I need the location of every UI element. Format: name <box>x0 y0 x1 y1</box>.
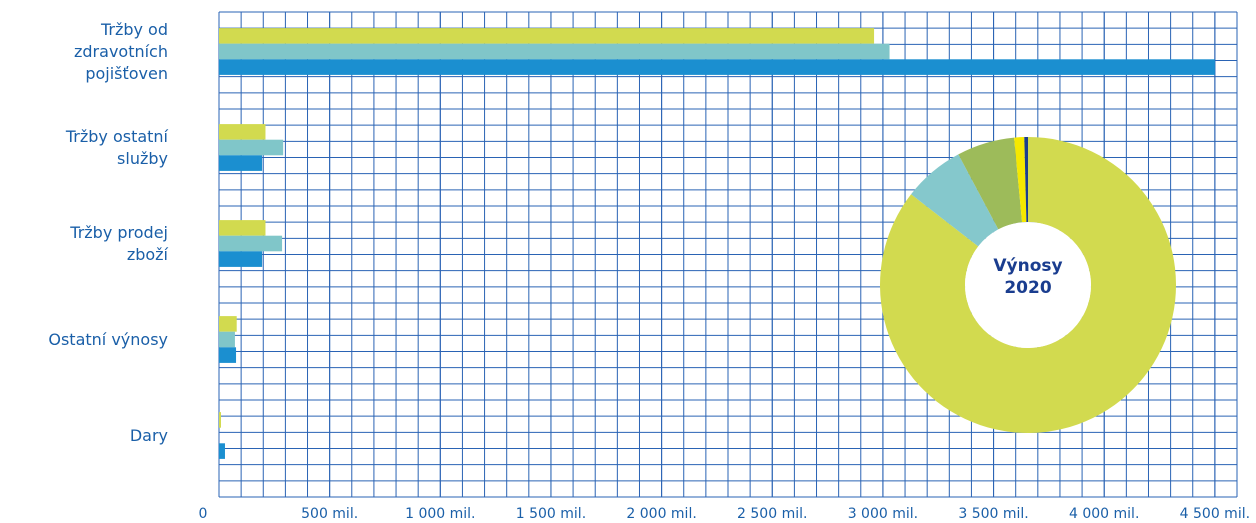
donut-slice <box>958 137 1023 230</box>
x-tick-label: 1 500 mil. <box>516 506 586 522</box>
category-label: Ostatní výnosy <box>48 329 168 349</box>
donut-slice <box>911 154 999 247</box>
donut-slice <box>880 137 1177 434</box>
x-tick-label: 3 500 mil. <box>958 506 1028 522</box>
x-tick-label: 4 500 mil. <box>1180 506 1250 522</box>
bar <box>219 235 283 252</box>
category-label: Tržby od zdravotních pojišťoven <box>74 19 168 83</box>
donut-hole <box>965 222 1091 348</box>
bar <box>219 155 263 171</box>
bar <box>219 28 875 44</box>
x-tick-label: 0 <box>199 506 208 522</box>
x-tick-label: 500 mil. <box>301 506 358 522</box>
x-tick-label: 1 000 mil. <box>405 506 475 522</box>
bar <box>219 412 221 428</box>
donut-slice <box>1024 137 1028 223</box>
x-tick-label: 3 000 mil. <box>848 506 918 522</box>
bar <box>219 124 266 140</box>
bar <box>219 347 237 363</box>
bar <box>219 316 237 332</box>
x-tick-label: 2 500 mil. <box>737 506 807 522</box>
x-tick-label: 4 000 mil. <box>1069 506 1139 522</box>
category-label: Dary <box>129 425 168 445</box>
bar <box>219 331 235 348</box>
donut-slice <box>1014 137 1027 223</box>
category-label: Tržby prodej zboží <box>70 222 168 264</box>
bar <box>219 251 263 267</box>
x-tick-label: 2 000 mil. <box>626 506 696 522</box>
bar <box>219 443 225 459</box>
bar <box>219 139 284 156</box>
bar <box>219 43 890 60</box>
bar <box>219 220 266 236</box>
donut-title: Výnosy 2020 <box>993 256 1063 298</box>
category-label: Tržby ostatní služby <box>65 126 168 168</box>
bar <box>219 59 1215 75</box>
